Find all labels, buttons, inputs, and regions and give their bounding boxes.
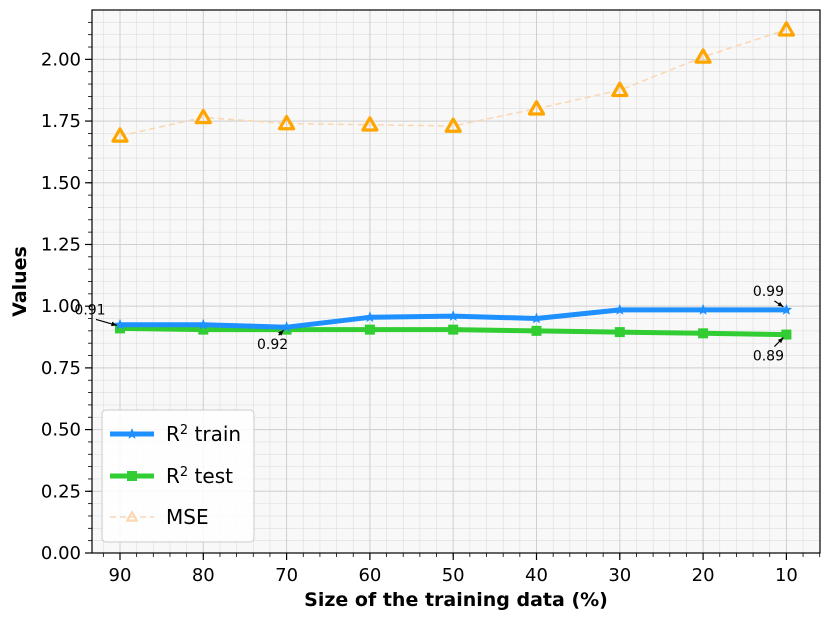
- point-r2-train: [447, 310, 459, 321]
- point-mse: [194, 108, 212, 125]
- x-tick-label: 20: [692, 565, 715, 586]
- y-tick-label: 0.75: [41, 358, 81, 379]
- y-axis-title: Values: [9, 246, 31, 317]
- point-r2-train: [364, 311, 376, 323]
- legend-label: MSE: [166, 505, 209, 529]
- point-r2-test: [531, 325, 542, 336]
- legend-marker: [125, 510, 139, 522]
- annotations: 0.91 0.92 0.99 0.89: [74, 284, 784, 365]
- annotation-label: 0.91: [74, 302, 105, 318]
- annotation-arrowhead: [278, 330, 284, 336]
- x-tick-label: 30: [608, 565, 631, 586]
- y-tick-label: 1.75: [41, 111, 81, 132]
- x-tick-label: 90: [109, 565, 132, 586]
- x-tick-label: 80: [192, 565, 215, 586]
- point-r2-train: [697, 303, 709, 315]
- annotation-arrowhead: [777, 301, 784, 307]
- y-tick-label: 1.25: [41, 234, 81, 255]
- point-r2-test: [115, 323, 125, 334]
- point-r2-test: [781, 329, 792, 340]
- point-r2-test: [698, 328, 709, 339]
- annotation-label: 0.89: [753, 349, 784, 365]
- legend-marker: [127, 471, 137, 481]
- point-r2-test: [448, 324, 459, 335]
- legend-label: R2 test: [166, 464, 233, 488]
- point-r2-train: [197, 318, 210, 330]
- x-tick-label: 50: [442, 565, 465, 586]
- point-mse: [694, 48, 712, 64]
- annotation-label: 0.99: [753, 284, 784, 300]
- legend: R2 train R2 test MSE: [101, 409, 255, 543]
- x-tick-label: 40: [525, 565, 548, 586]
- x-tick-label: 60: [358, 565, 381, 586]
- point-r2-train: [280, 321, 293, 333]
- series-line-mse: [119, 28, 787, 137]
- point-r2-train: [114, 318, 126, 330]
- annotation-arrowhead: [111, 321, 117, 327]
- point-r2-test: [364, 324, 375, 335]
- point-mse: [361, 116, 379, 132]
- point-mse: [527, 100, 546, 116]
- point-r2-test: [198, 324, 209, 335]
- point-mse: [111, 127, 129, 143]
- point-mse: [278, 114, 296, 131]
- legend-label: R2 train: [166, 422, 241, 446]
- point-r2-train: [614, 303, 626, 315]
- point-mse: [444, 117, 462, 133]
- x-tick-label: 70: [275, 565, 298, 586]
- legend-marker: [126, 428, 138, 439]
- y-tick-label: 2.00: [41, 49, 81, 70]
- y-tick-label: 0.50: [41, 420, 81, 441]
- annotation-arrowhead: [777, 337, 784, 344]
- point-mse: [777, 21, 796, 37]
- y-tick-label: 1.50: [41, 173, 81, 194]
- legend-box: [101, 409, 255, 543]
- point-mse: [611, 81, 629, 98]
- point-r2-train: [530, 312, 543, 324]
- y-tick-label: 1.00: [41, 296, 81, 317]
- point-r2-test: [614, 327, 625, 338]
- x-axis-title: Size of the training data (%): [304, 589, 608, 611]
- point-r2-train: [780, 303, 793, 315]
- y-tick-label: 0.00: [41, 543, 81, 564]
- axes: 0.00 0.25 0.50 0.75 1.00 1.25 1.50 1.75 2.00 90 80…: [41, 21, 821, 586]
- x-tick-label: 10: [775, 565, 798, 586]
- series-layer: [111, 21, 796, 340]
- y-tick-label: 0.25: [41, 481, 81, 502]
- annotation-label: 0.92: [257, 337, 288, 353]
